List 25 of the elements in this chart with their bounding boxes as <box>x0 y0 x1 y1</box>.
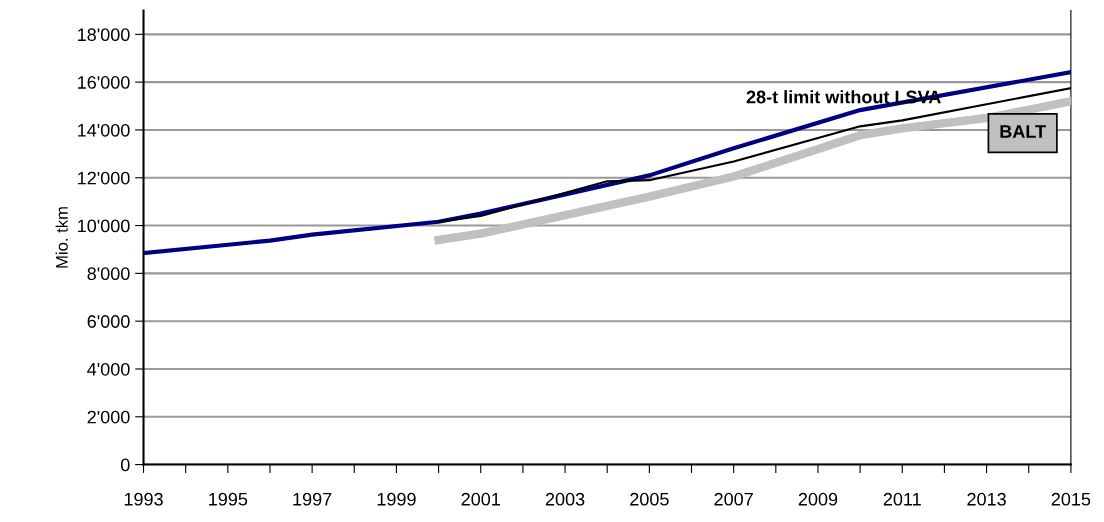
x-tick-label: 1993 <box>124 492 163 506</box>
y-tick-label: 8'000 <box>87 267 130 281</box>
annotation: BALT <box>1000 125 1046 138</box>
line-series <box>143 70 1071 256</box>
y-tick-label: 10'000 <box>78 219 130 233</box>
x-tick-label: 2011 <box>883 492 921 506</box>
x-tick-label: 1999 <box>377 492 416 506</box>
x-tick-label: 2003 <box>545 492 585 506</box>
x-tick-label: 1997 <box>293 492 332 506</box>
x-tick-label: 2005 <box>630 492 669 506</box>
y-tick-label: 12'000 <box>78 171 130 185</box>
y-tick-label: 16'000 <box>78 76 130 89</box>
y-tick-label: 14'000 <box>78 123 130 137</box>
x-tick-label: 2001 <box>461 492 500 506</box>
y-tick-label: 6'000 <box>87 315 130 328</box>
y-tick-label: 0 <box>120 458 130 472</box>
y-tick-label: 18'000 <box>78 28 130 42</box>
x-tick-label: 2015 <box>1051 492 1091 506</box>
x-tick-label: 2007 <box>714 492 753 506</box>
y-tick-label: 4'000 <box>87 362 130 376</box>
x-tick-label: 1995 <box>209 492 248 506</box>
y-tick-label: 2'000 <box>87 410 130 424</box>
x-tick-label: 2013 <box>967 492 1006 506</box>
y-axis-title: Mio. tkm <box>55 207 68 268</box>
x-tick-label: 2009 <box>798 492 838 506</box>
